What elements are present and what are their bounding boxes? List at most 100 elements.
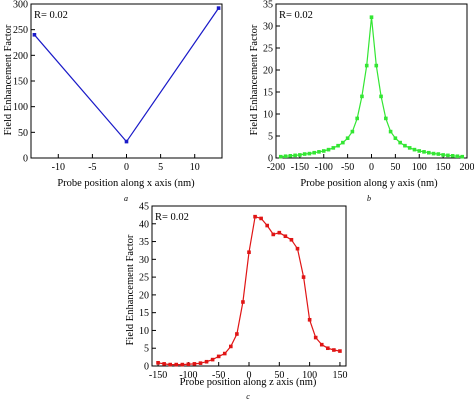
panel-c-data-point — [319, 342, 324, 347]
panel-b-data-point — [312, 150, 316, 155]
panel-a-y-tick-label: 50 — [18, 128, 28, 139]
panel-b-data-point — [441, 153, 445, 157]
panel-b-data-point — [360, 94, 364, 99]
panel-a-caption: a — [124, 194, 128, 203]
panel-a-data-point — [124, 139, 129, 144]
panel-a-x-tick-label: 0 — [124, 162, 129, 173]
panel-b-x-axis-label: Probe position along y axis (nm) — [300, 178, 438, 189]
panel-b-data-point — [298, 153, 302, 157]
panel-c-data-point — [198, 361, 203, 365]
panel-b-data-point — [393, 136, 398, 140]
panel-a-x-axis-label: Probe position along x axis (nm) — [57, 178, 195, 189]
panel-b-data-point — [350, 129, 355, 134]
panel-c-data-point — [301, 275, 306, 279]
panel-b-x-tick-label: -150 — [291, 162, 309, 173]
panel-c-x-tick-label: 100 — [302, 370, 317, 381]
panel-a-y-tick-label: 250 — [13, 25, 28, 36]
panel-c-data-point — [271, 232, 276, 237]
panel-b-y-tick-label: 5 — [268, 132, 273, 143]
panel-c-y-tick-label: 25 — [139, 273, 149, 284]
panel-c-x-tick-label: 0 — [247, 370, 252, 381]
panel-b-data-point — [307, 151, 312, 156]
panel-b-data-point — [455, 154, 460, 159]
panel-c-caption: c — [246, 392, 250, 401]
panel-c-data-point — [332, 348, 336, 352]
panel-a-y-tick-label: 0 — [23, 154, 28, 165]
panel-c-data-point — [204, 359, 209, 364]
panel-c-y-axis-label: Field Enhancement Factor — [125, 234, 136, 345]
panel-b-data-point — [460, 154, 465, 159]
panel-a-x-tick-label: 10 — [190, 162, 200, 173]
panel-b-data-point — [288, 154, 293, 158]
panel-b-x-tick-label: 0 — [369, 162, 374, 173]
panel-b-data-point — [374, 63, 379, 68]
panel-c-data-point — [326, 346, 330, 351]
panel-a-data-point — [216, 6, 221, 10]
panel-c-data-point — [307, 317, 312, 322]
panel-b-y-axis-label: Field Enhancement Factor — [249, 24, 260, 135]
panel-a-series-line — [33, 7, 220, 143]
panel-b-data-point — [379, 94, 383, 99]
panel-b-data-point — [407, 146, 412, 150]
panel-b-y-tick-label: 0 — [268, 154, 273, 165]
panel-a: R= 0.02 Probe position along x axis (nm)… — [3, 0, 223, 203]
panel-b: R= 0.02 Probe position along y axis (nm)… — [249, 0, 474, 203]
panel-c-data-point — [235, 332, 239, 336]
panel-b-x-tick-label: 100 — [412, 162, 427, 173]
panel-b-data-point — [422, 150, 426, 154]
panel-c-x-tick-label: -50 — [212, 370, 225, 381]
panel-c-data-point — [241, 300, 245, 304]
panel-a-plot-frame — [30, 3, 223, 159]
panel-c-data-point — [259, 216, 263, 221]
panel-b-data-point — [321, 149, 326, 153]
panel-c-data-point — [186, 362, 191, 367]
panel-a-y-tick-label: 100 — [13, 102, 28, 113]
panel-b-data-point — [412, 147, 417, 152]
panel-b-annotation: R= 0.02 — [279, 10, 313, 21]
panel-a-x-tick-label: -10 — [52, 162, 65, 173]
panel-c-data-point — [338, 349, 342, 353]
panel-c-x-tick-label: 150 — [332, 370, 347, 381]
panel-c-data-point — [162, 362, 166, 366]
panel-b-x-tick-label: 50 — [390, 162, 400, 173]
panel-c: R= 0.02 Probe position along z axis (nm)… — [125, 202, 347, 402]
panel-b-data-point — [355, 116, 359, 121]
panel-c-series-line — [157, 215, 341, 366]
panel-c-data-point — [168, 362, 172, 367]
panel-c-data-point — [313, 335, 318, 340]
panel-c-data-point — [289, 237, 294, 242]
panel-c-data-point — [216, 354, 221, 359]
panel-c-x-tick-label: 50 — [274, 370, 284, 381]
panel-c-data-point — [180, 362, 185, 367]
panel-c-data-point — [229, 344, 233, 349]
panel-b-data-point — [450, 154, 455, 158]
panel-b-x-tick-label: -50 — [341, 162, 354, 173]
panel-b-data-point — [436, 152, 441, 156]
panel-c-data-point — [265, 223, 269, 228]
panel-b-data-point — [384, 116, 388, 121]
panel-b-y-tick-label: 25 — [263, 44, 273, 55]
panel-c-y-tick-label: 30 — [139, 255, 149, 266]
panel-a-x-tick-label: 5 — [158, 162, 163, 173]
panel-a-data-point — [32, 33, 37, 37]
panel-b-data-point — [336, 143, 340, 148]
panel-c-data-point — [295, 246, 300, 251]
panel-c-y-tick-label: 0 — [144, 362, 149, 373]
panel-a-y-tick-label: 300 — [13, 0, 28, 11]
panel-b-y-tick-label: 20 — [263, 66, 273, 77]
panel-a-y-tick-label: 200 — [13, 51, 28, 62]
panel-c-data-point — [192, 362, 197, 366]
panel-c-y-tick-label: 35 — [139, 237, 149, 248]
panel-b-data-point — [398, 140, 402, 145]
panel-b-data-point — [283, 154, 288, 159]
panel-c-y-tick-label: 15 — [139, 308, 149, 319]
panel-b-data-point — [403, 143, 407, 148]
panel-b-data-point — [446, 153, 450, 158]
panel-b-x-tick-label: -200 — [267, 162, 285, 173]
panel-b-x-tick-label: 150 — [436, 162, 451, 173]
panel-c-y-tick-label: 20 — [139, 290, 149, 301]
panel-c-annotation: R= 0.02 — [155, 212, 189, 223]
panel-b-data-point — [369, 15, 374, 19]
panel-b-data-point — [326, 147, 331, 152]
